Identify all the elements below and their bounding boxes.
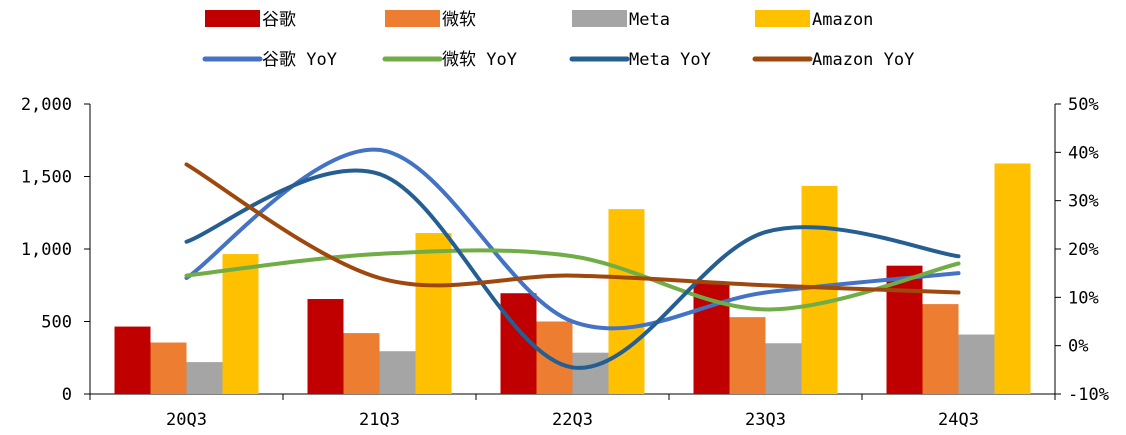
bar	[994, 163, 1031, 394]
x-tick-label: 23Q3	[745, 410, 786, 430]
bar	[114, 326, 151, 394]
right-tick-label: 0%	[1068, 337, 1088, 357]
right-tick-label: 30%	[1068, 192, 1099, 212]
bar	[343, 333, 380, 394]
series-line	[184, 248, 961, 312]
bar	[608, 209, 645, 394]
bar	[958, 334, 995, 394]
right-tick-label: 50%	[1068, 95, 1099, 115]
legend-label: Meta	[629, 10, 670, 30]
bar	[765, 343, 802, 394]
right-tick-label: 20%	[1068, 240, 1099, 260]
legend-swatch	[572, 10, 627, 27]
series-line	[184, 168, 961, 370]
left-tick-label: 1,500	[21, 168, 72, 188]
bar	[379, 351, 416, 394]
legend-label: 谷歌	[262, 10, 296, 30]
bar	[307, 299, 344, 394]
bar	[801, 185, 838, 394]
legend-label: 微软 YoY	[442, 50, 517, 70]
bar	[150, 342, 187, 394]
left-tick-label: 500	[41, 313, 72, 333]
bar	[186, 362, 223, 394]
legend-label: Amazon YoY	[812, 50, 914, 70]
left-tick-label: 0	[62, 385, 72, 405]
right-tick-label: -10%	[1068, 385, 1109, 405]
bar	[729, 317, 766, 394]
x-tick-label: 24Q3	[938, 410, 979, 430]
legend-label: Amazon	[812, 10, 873, 30]
series-line	[184, 162, 961, 295]
legend-swatch	[755, 10, 810, 27]
bar	[572, 352, 609, 394]
bar	[222, 254, 259, 394]
left-tick-label: 1,000	[21, 240, 72, 260]
legend-label: 谷歌 YoY	[262, 50, 337, 70]
x-tick-label: 21Q3	[359, 410, 400, 430]
bar	[886, 265, 923, 394]
legend-label: Meta YoY	[629, 50, 711, 70]
bar	[922, 304, 959, 394]
legend-swatch	[205, 10, 260, 27]
right-tick-label: 10%	[1068, 288, 1099, 308]
legend: 谷歌 微软 Meta Amazon 谷歌 YoY 微软 YoY Meta YoY Amazon…	[202, 10, 914, 70]
legend-label: 微软	[442, 10, 476, 30]
bars	[114, 163, 1031, 394]
bar	[415, 233, 452, 394]
lines	[184, 147, 961, 370]
left-tick-label: 2,000	[21, 95, 72, 115]
axes: 0 500 1,000 1,500 2,000 -10% 0% 10% 20% 30% 40% 50%…	[21, 95, 1109, 430]
legend-swatch	[385, 10, 440, 27]
right-tick-label: 40%	[1068, 143, 1099, 163]
x-tick-label: 22Q3	[552, 410, 593, 430]
bar	[536, 321, 573, 394]
x-tick-label: 20Q3	[166, 410, 207, 430]
